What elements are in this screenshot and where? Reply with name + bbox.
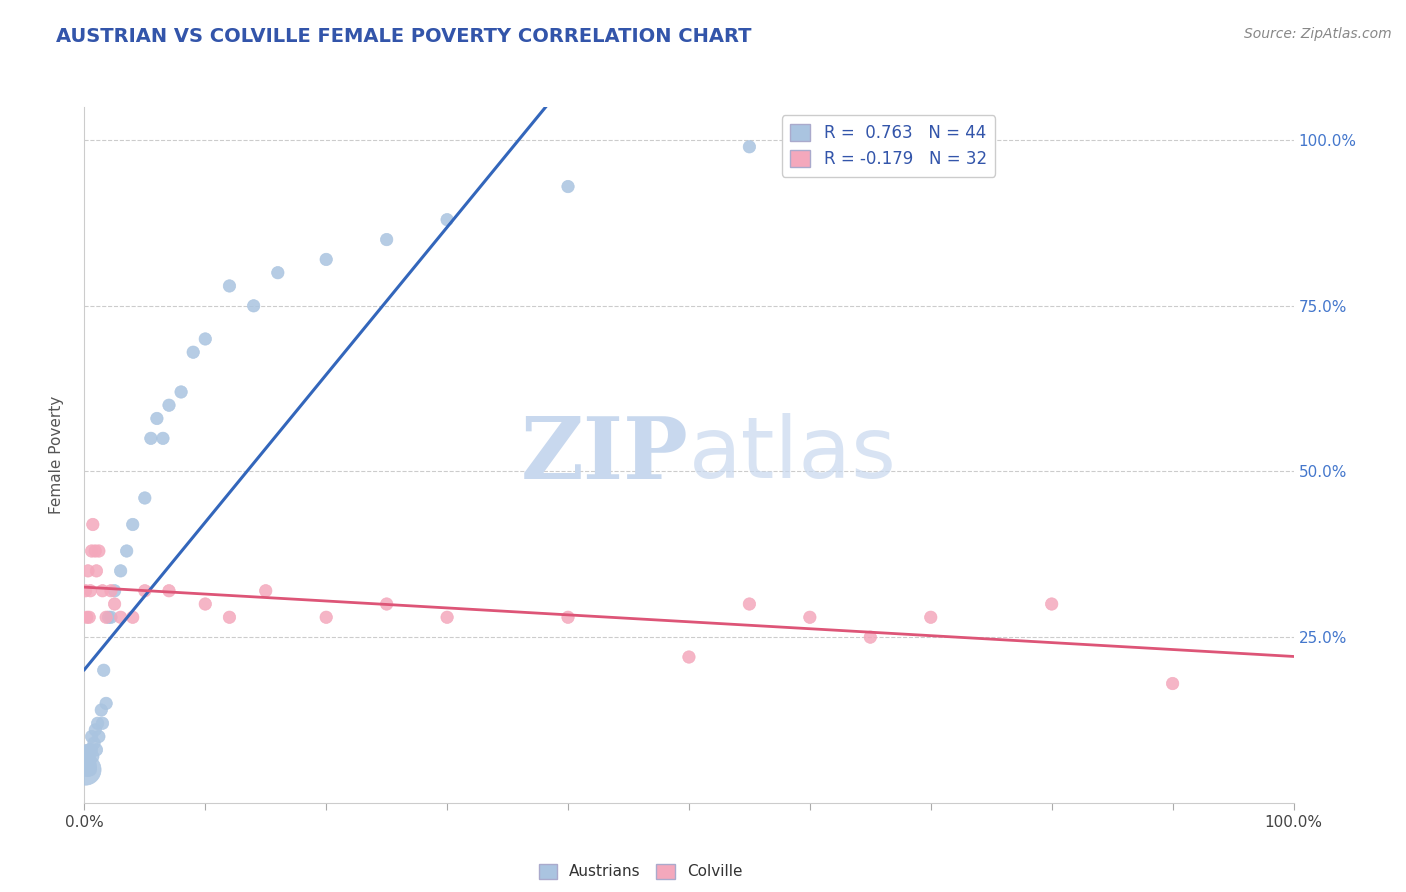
Point [315, 610, 337, 624]
Point [86, 743, 108, 757]
Point [79, 583, 101, 598]
Point [97, 610, 120, 624]
Point [110, 564, 132, 578]
Text: Source: ZipAtlas.com: Source: ZipAtlas.com [1244, 27, 1392, 41]
Point [90, 703, 112, 717]
Point [91, 583, 114, 598]
Point [375, 233, 398, 247]
Point [218, 610, 240, 624]
Point [157, 398, 180, 412]
Point [557, 610, 579, 624]
Point [678, 650, 700, 665]
Point [859, 630, 882, 644]
Point [94, 610, 117, 624]
Point [93, 663, 115, 677]
Point [87, 544, 110, 558]
Point [77, 610, 100, 624]
Point [84, 723, 107, 737]
Point [75, 583, 97, 598]
Point [76, 746, 98, 760]
Y-axis label: Female Poverty: Female Poverty [49, 396, 63, 514]
Point [436, 610, 458, 624]
Point [157, 583, 180, 598]
Point [82, 749, 104, 764]
Point [79, 743, 101, 757]
Point [242, 299, 264, 313]
Point [77, 564, 100, 578]
Point [557, 179, 579, 194]
Point [104, 583, 127, 598]
Point [77, 743, 100, 757]
Point [75, 749, 97, 764]
Point [121, 517, 143, 532]
Point [80, 544, 103, 558]
Point [82, 517, 104, 532]
Point [738, 140, 761, 154]
Point [91, 716, 114, 731]
Point [375, 597, 398, 611]
Point [436, 212, 458, 227]
Point [267, 266, 290, 280]
Point [1040, 597, 1063, 611]
Point [94, 697, 117, 711]
Text: AUSTRIAN VS COLVILLE FEMALE POVERTY CORRELATION CHART: AUSTRIAN VS COLVILLE FEMALE POVERTY CORR… [56, 27, 752, 45]
Point [77, 756, 100, 770]
Point [194, 332, 217, 346]
Point [738, 597, 761, 611]
Point [77, 763, 100, 777]
Point [1161, 676, 1184, 690]
Point [83, 736, 105, 750]
Point [77, 749, 100, 764]
Point [146, 411, 169, 425]
Point [80, 730, 103, 744]
Point [194, 597, 217, 611]
Point [121, 610, 143, 624]
Point [100, 610, 122, 624]
Point [80, 743, 103, 757]
Point [134, 583, 156, 598]
Point [76, 759, 98, 773]
Point [799, 610, 821, 624]
Point [79, 763, 101, 777]
Point [86, 716, 108, 731]
Point [181, 345, 204, 359]
Point [134, 491, 156, 505]
Point [104, 597, 127, 611]
Point [75, 763, 97, 777]
Legend: Austrians, Colville: Austrians, Colville [533, 857, 748, 886]
Point [218, 279, 240, 293]
Point [920, 610, 942, 624]
Point [139, 431, 162, 445]
Point [84, 544, 107, 558]
Point [152, 431, 174, 445]
Point [76, 610, 98, 624]
Point [254, 583, 277, 598]
Point [86, 564, 108, 578]
Text: atlas: atlas [689, 413, 897, 497]
Point [100, 583, 122, 598]
Text: ZIP: ZIP [522, 413, 689, 497]
Point [115, 544, 138, 558]
Point [170, 384, 193, 399]
Point [110, 610, 132, 624]
Point [315, 252, 337, 267]
Point [87, 730, 110, 744]
